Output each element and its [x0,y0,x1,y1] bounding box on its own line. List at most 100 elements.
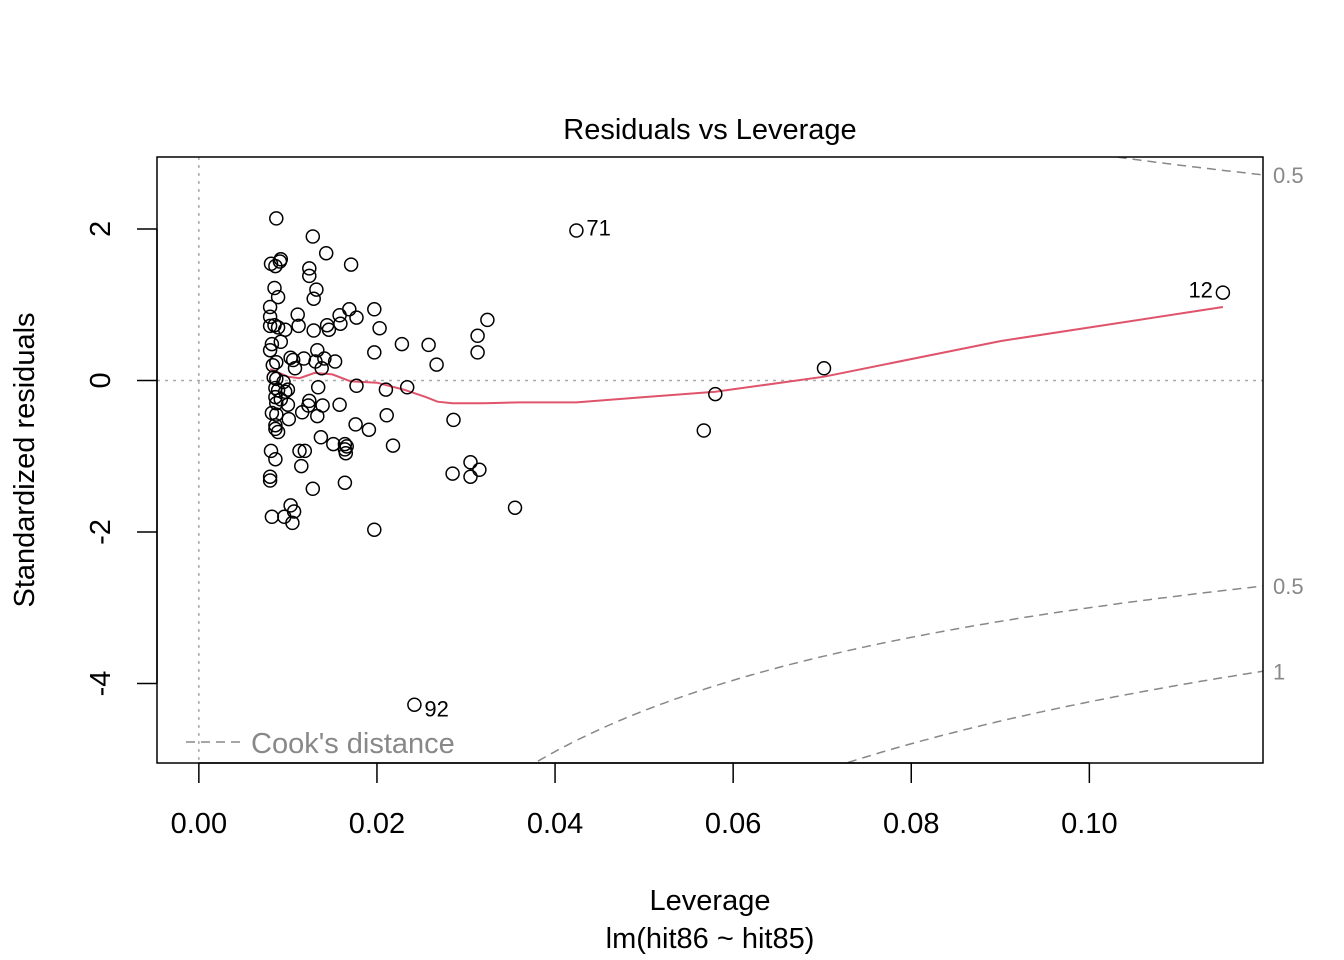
data-point [270,289,286,305]
data-point [305,229,321,244]
point-label: 92 [424,697,448,722]
cooks-distance-labels: 0.5 0.5 1 [1273,163,1304,684]
data-point [269,371,284,387]
data-point [290,307,305,322]
x-tick-label: 0.04 [527,808,583,840]
data-point [273,334,289,350]
data-point [265,358,281,373]
data-point [463,455,478,470]
data-point [264,509,280,525]
data-point [294,458,309,474]
data-point [327,354,343,369]
cooks-contour-lower-0.5 [533,585,1263,763]
y-tick-label: -2 [85,519,117,545]
data-point [378,382,394,397]
data-point [266,370,281,385]
data-point [270,424,286,440]
cooks-contour-upper-0.5 [1111,157,1263,176]
data-point [291,318,306,334]
data-point [310,342,325,358]
data-point [337,475,353,490]
data-point [696,423,712,438]
x-tick-label: 0.02 [349,808,405,840]
data-point [708,386,723,402]
data-point [269,407,284,422]
data-point [305,481,321,497]
data-point [269,395,284,411]
data-point [816,361,832,376]
x-axis-label: Leverage [650,885,771,917]
data-point [317,351,332,366]
data-point [1215,285,1231,300]
x-tick-label: 0.00 [171,808,227,840]
data-point [399,380,415,395]
data-point [343,257,359,272]
data-point [337,436,353,452]
data-point [292,443,307,459]
data-point [264,336,280,352]
data-point [326,436,341,452]
point-label: 12 [1188,278,1212,303]
data-point [262,309,278,325]
data-point [272,254,288,269]
data-point [429,357,444,372]
data-point [287,361,303,376]
data-point [318,245,334,261]
data-point [267,280,282,296]
smoother-line [269,306,1224,405]
data-point [472,462,487,478]
data-point [333,316,348,331]
point-labels: 71 12 92 [424,215,1213,721]
data-points [262,211,1231,712]
x-axis: 0.00 0.02 0.04 0.06 0.08 0.10 [171,762,1118,840]
y-axis: -4 -2 0 2 [85,221,158,696]
data-point [349,378,364,394]
data-point [339,439,354,454]
data-point [470,345,485,360]
data-point [306,291,321,306]
data-point [367,522,382,537]
data-point [268,417,283,433]
data-point [268,451,283,467]
data-point [302,261,317,276]
y-tick-label: 0 [85,372,117,388]
data-point [407,697,422,712]
data-point [480,312,495,328]
data-point [306,323,321,338]
legend-label: Cook's distance [251,728,455,760]
data-point [332,397,347,412]
data-point [297,443,313,459]
data-point [280,382,296,397]
data-point [263,443,279,459]
data-point [385,438,401,453]
data-point [269,211,284,226]
data-point [280,397,296,412]
data-point [421,337,436,353]
data-point [349,310,364,325]
y-axis-label: Standardized residuals [9,312,41,607]
data-point [321,322,337,337]
data-point [394,336,410,352]
data-point [269,355,284,370]
data-point [309,282,324,297]
data-point [342,302,357,317]
data-point [507,500,523,515]
data-point [285,352,301,368]
data-point [314,361,329,376]
data-point [294,405,310,420]
data-point [262,299,278,315]
chart-subtitle: lm(hit86 ~ hit85) [606,923,815,955]
data-point [367,302,382,317]
data-point [367,345,382,360]
cooks-distance-contours [533,157,1263,763]
data-point [446,412,461,428]
cooks-contour-label: 1 [1273,659,1285,684]
data-point [463,469,478,484]
data-point [313,430,329,445]
data-point [262,469,278,484]
data-point [268,258,283,274]
data-point [302,268,317,284]
data-point [262,473,278,488]
reference-lines [157,157,1263,763]
